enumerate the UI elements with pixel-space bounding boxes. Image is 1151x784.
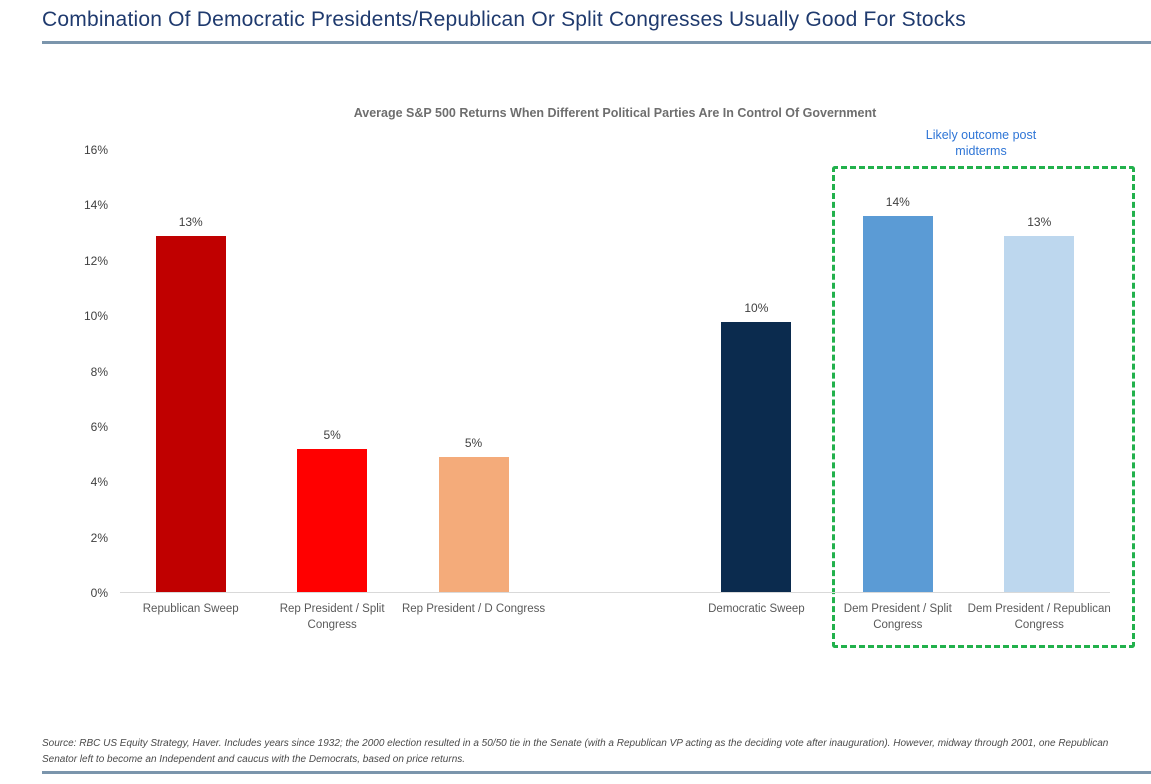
category-label: Dem President / Republican Congress xyxy=(967,603,1111,631)
y-axis: 0% 2% 4% 6% 8% 10% 12% 14% 16% xyxy=(0,143,108,600)
bar-slot: 5% Rep President / Split Congress xyxy=(261,150,402,630)
bar xyxy=(438,457,509,593)
bar-value-label: 10% xyxy=(744,300,769,315)
title-divider xyxy=(42,41,1151,44)
bar-value-label: 5% xyxy=(464,436,483,451)
y-tick-label: 10% xyxy=(83,309,108,324)
bar-value-label: 5% xyxy=(323,428,341,443)
page-title: Combination Of Democratic Presidents/Rep… xyxy=(42,8,966,31)
empty-slot xyxy=(544,150,685,593)
y-tick-label: 14% xyxy=(83,198,108,213)
bar-slot: 5% Rep President / D Congress xyxy=(402,150,545,615)
category-label: Dem President / Split Congress xyxy=(843,603,952,631)
category-label: Republican Sweep xyxy=(142,603,239,615)
bar xyxy=(862,216,933,593)
plot-area: 13% Republican Sweep 5% Rep President / Spl… xyxy=(120,150,1111,631)
bar-slot: 14% Dem President / Split Congress xyxy=(827,150,968,630)
bar xyxy=(721,321,792,593)
y-tick-label: 16% xyxy=(83,143,108,157)
y-tick-label: 2% xyxy=(90,530,108,545)
highlight-annotation: Likely outcome post midterms xyxy=(925,128,1037,158)
bar-slot: 13% Republican Sweep xyxy=(120,150,261,615)
category-label: Rep President / D Congress xyxy=(401,603,546,615)
source-note: Source: RBC US Equity Strategy, Haver. I… xyxy=(42,738,1109,765)
y-tick-label: 0% xyxy=(90,586,108,600)
bar-value-label: 13% xyxy=(1027,214,1052,229)
plot-slots: 13% Republican Sweep 5% Rep President / Spl… xyxy=(120,150,1111,631)
bar-value-label: 14% xyxy=(885,195,910,210)
category-label: Democratic Sweep xyxy=(708,603,805,615)
bar-slot: 10% Democratic Sweep xyxy=(686,150,827,615)
y-tick-label: 4% xyxy=(90,475,108,490)
highlight-box xyxy=(832,166,1135,648)
chart-title: Average S&P 500 Returns When Different P… xyxy=(353,106,877,120)
bar xyxy=(297,449,368,593)
bar xyxy=(1004,235,1075,593)
y-tick-label: 6% xyxy=(90,419,108,434)
x-axis-line xyxy=(120,592,1110,593)
y-tick-label: 12% xyxy=(83,253,108,268)
y-tick-label: 8% xyxy=(90,364,108,379)
bar-value-label: 13% xyxy=(178,214,203,229)
bar xyxy=(155,235,226,593)
footer-divider xyxy=(42,771,1151,774)
category-label: Rep President / Split Congress xyxy=(279,603,385,631)
bar-slot: 13% Dem President / Republican Congress xyxy=(968,150,1111,631)
